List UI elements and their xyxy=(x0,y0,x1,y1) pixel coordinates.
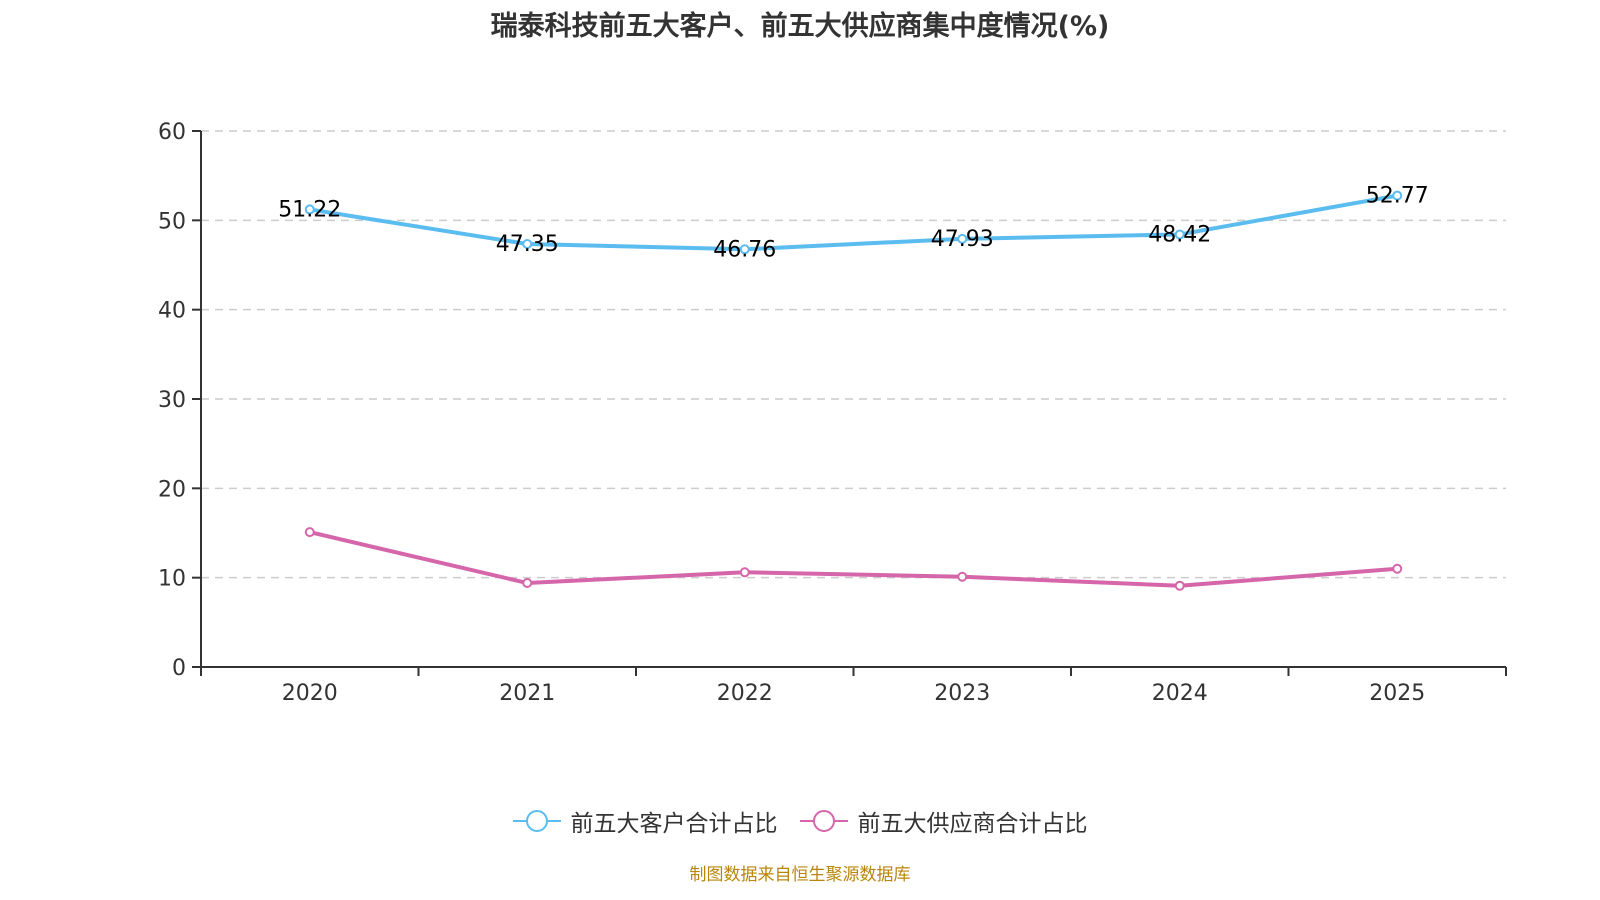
data-point xyxy=(1392,563,1403,574)
series-line-1 xyxy=(309,530,1398,588)
data-label: 47.35 xyxy=(496,232,559,257)
data-point xyxy=(1174,229,1185,240)
data-point xyxy=(739,244,750,255)
y-tick-label: 60 xyxy=(158,120,186,145)
data-point xyxy=(522,578,533,589)
y-tick-label: 10 xyxy=(158,567,186,592)
legend-item-suppliers[interactable]: 前五大供应商合计占比 xyxy=(799,804,1088,838)
data-point xyxy=(304,204,315,215)
legend: 前五大客户合计占比 前五大供应商合计占比 xyxy=(0,804,1600,838)
data-label: 51.22 xyxy=(278,197,341,222)
series-line-0 xyxy=(309,193,1398,252)
x-tick-label: 2023 xyxy=(934,681,990,706)
data-label: 46.76 xyxy=(713,237,776,262)
data-label: 52.77 xyxy=(1366,184,1429,209)
data-source-note: 制图数据来自恒生聚源数据库 xyxy=(689,865,911,885)
x-tick-label: 2025 xyxy=(1369,681,1425,706)
series-layer xyxy=(304,190,1403,591)
legend-marker-suppliers-icon xyxy=(799,810,848,832)
data-label: 47.93 xyxy=(931,227,994,252)
data-point xyxy=(304,527,315,538)
y-tick-label: 50 xyxy=(158,209,186,234)
data-point xyxy=(522,239,533,250)
data-point xyxy=(957,233,968,244)
data-point xyxy=(1392,190,1403,201)
y-tick-label: 40 xyxy=(158,299,186,324)
chart-title: 瑞泰科技前五大客户、前五大供应商集中度情况(%) xyxy=(490,11,1110,42)
x-tick-label: 2024 xyxy=(1152,681,1208,706)
data-label: 48.42 xyxy=(1148,222,1211,247)
legend-label-suppliers: 前五大供应商合计占比 xyxy=(857,811,1088,837)
data-point xyxy=(1174,580,1185,591)
x-tick-label: 2021 xyxy=(499,681,555,706)
grid-lines xyxy=(201,130,1506,579)
data-point xyxy=(957,571,968,582)
data-point xyxy=(739,567,750,578)
data-labels: 51.22 47.35 46.76 47.93 48.42 52.77 xyxy=(278,184,1428,263)
legend-item-customers[interactable]: 前五大客户合计占比 xyxy=(512,804,778,838)
legend-label-customers: 前五大客户合计占比 xyxy=(570,811,778,837)
x-tick-label: 2022 xyxy=(717,681,773,706)
y-tick-label: 0 xyxy=(172,656,186,681)
y-tick-label: 30 xyxy=(158,388,186,413)
axes: 0 10 20 30 40 50 60 2020 2021 2022 2023 2024 2025 xyxy=(158,120,1507,706)
x-tick-label: 2020 xyxy=(282,681,338,706)
legend-marker-customers-icon xyxy=(512,810,561,832)
y-tick-label: 20 xyxy=(158,477,186,502)
